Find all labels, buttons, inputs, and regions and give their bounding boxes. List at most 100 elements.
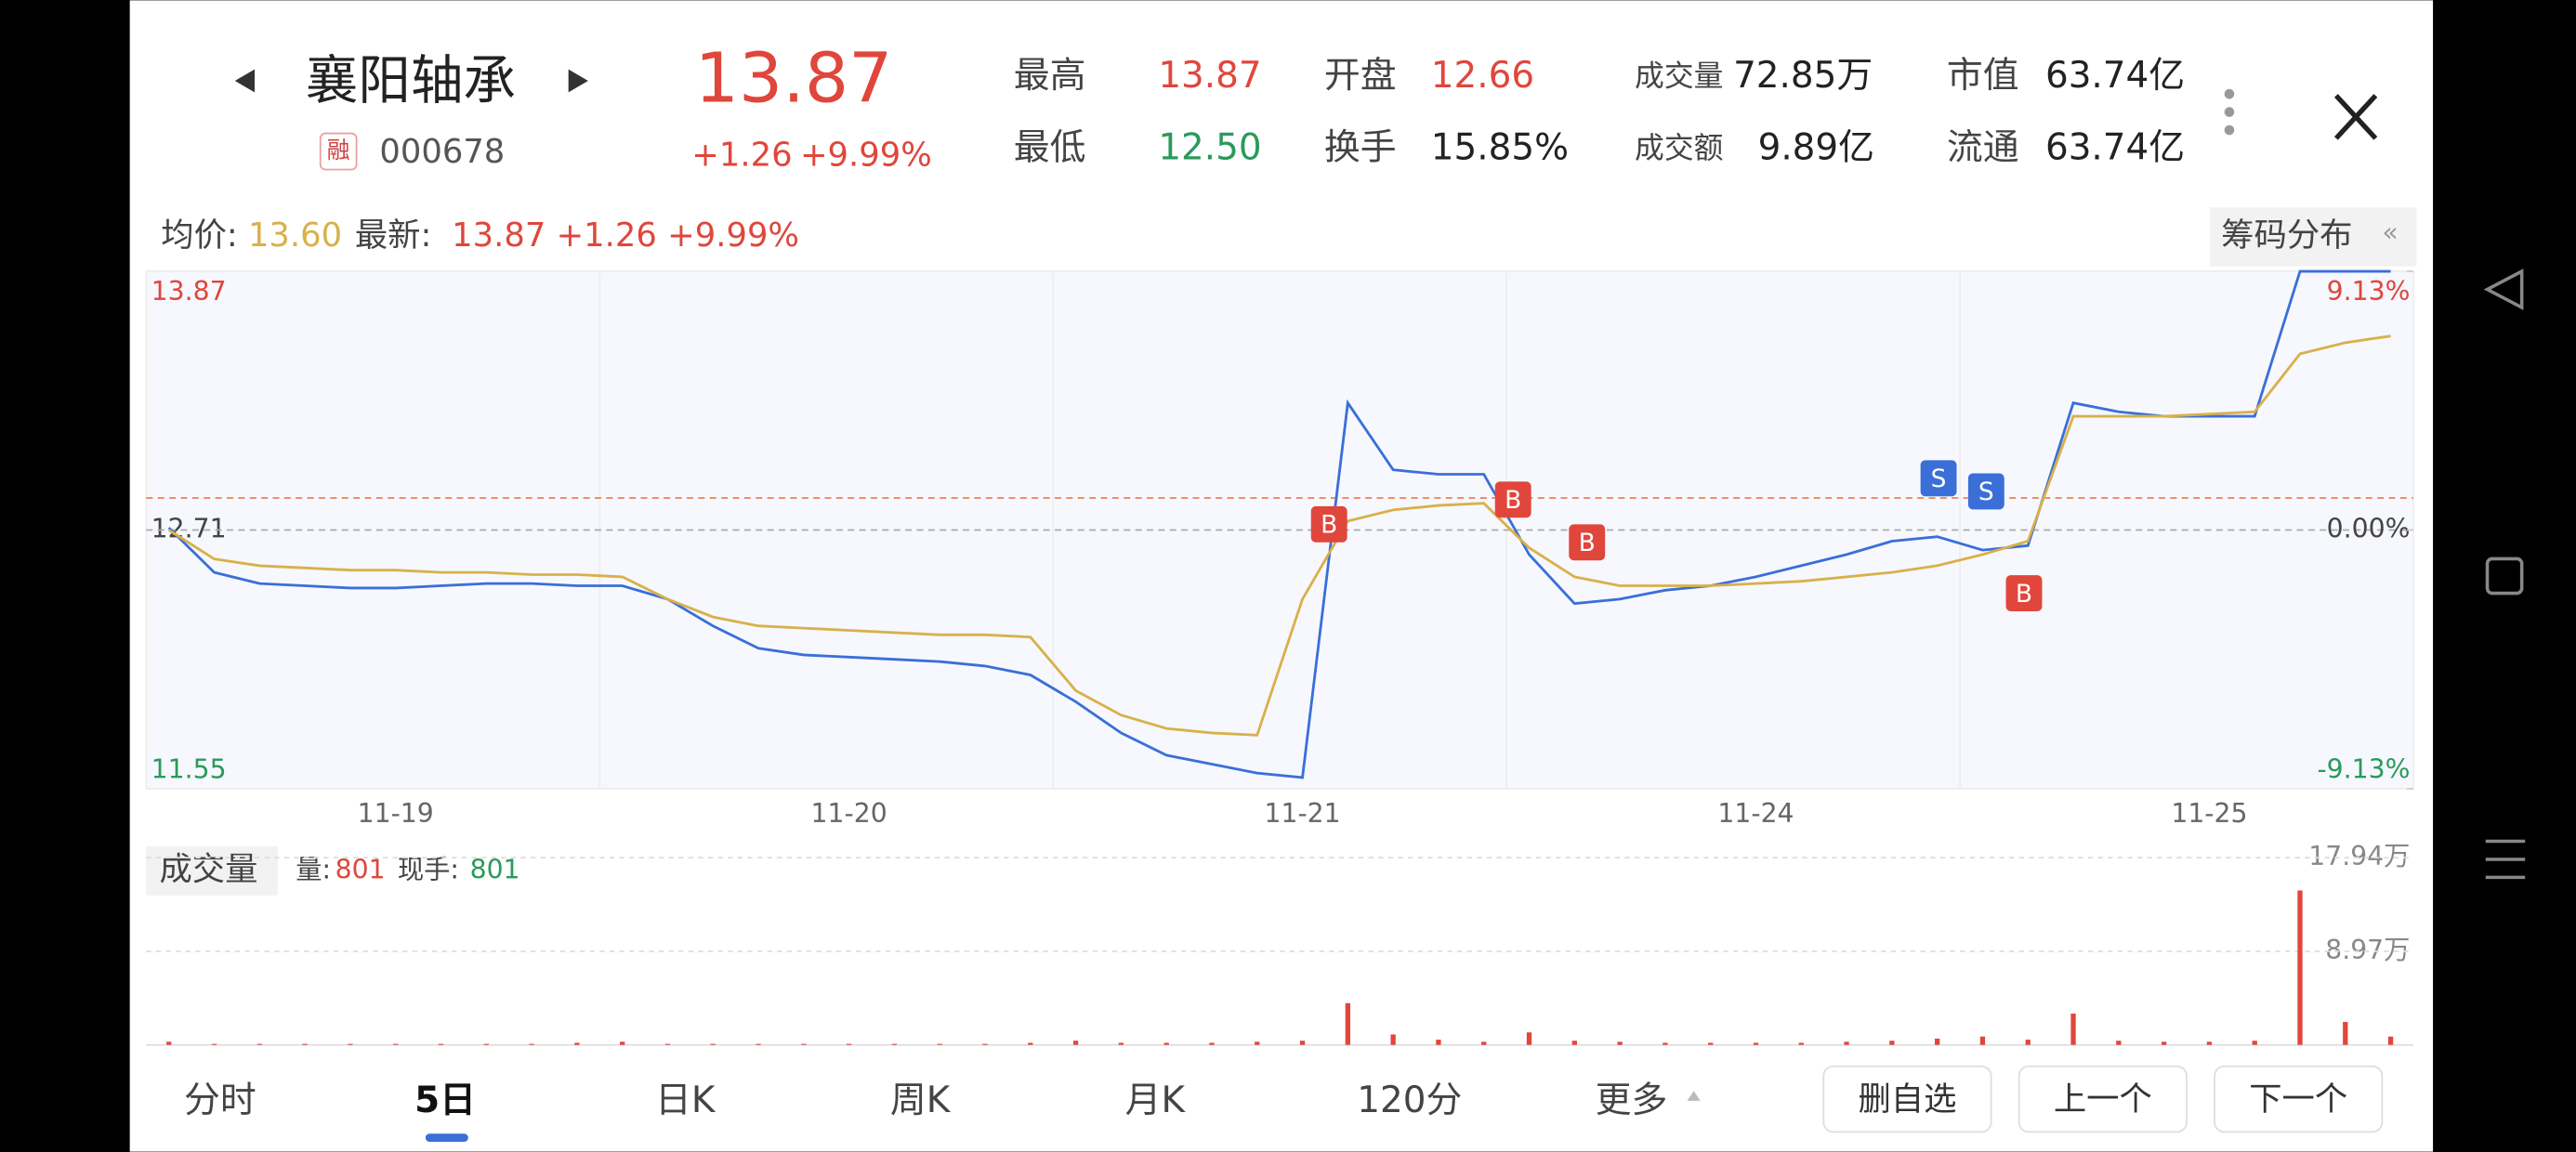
volume-title-bg — [146, 845, 278, 896]
action-button-bg[interactable] — [2017, 1065, 2188, 1133]
prev-stock-arrow[interactable] — [234, 69, 256, 93]
tab[interactable]: 5日 — [414, 1080, 476, 1121]
hand-label: 现手: — [398, 854, 459, 884]
next-stock-arrow[interactable] — [568, 69, 588, 93]
stat-label: 成交量 — [1635, 58, 1723, 93]
volume-bar — [891, 1043, 898, 1045]
x-tick-label: 11-25 — [2171, 798, 2247, 829]
volume-tick-label: 8.97万 — [2325, 935, 2410, 965]
volume-bar — [1798, 1042, 1804, 1045]
tab[interactable]: 月K — [1125, 1080, 1187, 1121]
volume-bar — [1072, 1041, 1079, 1045]
action-button-bg[interactable] — [1822, 1065, 1992, 1133]
avg-price: 13.60 — [248, 216, 342, 255]
volume-bar — [1163, 1042, 1169, 1045]
action-button[interactable]: 上一个 — [2054, 1080, 2152, 1119]
trade-marker-bg — [1569, 524, 1606, 561]
stat-value: 12.50 — [1158, 127, 1261, 169]
volume-bar — [2116, 1041, 2122, 1045]
volume-bar — [2070, 1014, 2076, 1045]
x-tick-label: 11-20 — [811, 798, 887, 829]
tab-indicator — [425, 1133, 468, 1143]
trade-marker-bg — [2005, 575, 2043, 612]
volume-bar — [1481, 1041, 1487, 1045]
volume-tick-label: 17.94万 — [2308, 841, 2410, 871]
trade-marker: B — [1579, 529, 1596, 557]
margin-tag: 融 — [327, 137, 350, 164]
volume-bar — [756, 1043, 761, 1045]
system-nav-bar — [2433, 0, 2576, 1152]
price-line — [167, 334, 2391, 737]
volume-title: 成交量 — [159, 850, 257, 888]
more-caret — [1687, 1091, 1701, 1101]
trade-marker-bg — [1920, 460, 1957, 497]
stock-name: 襄阳轴承 — [306, 50, 516, 111]
close-button[interactable] — [2333, 94, 2378, 140]
tab[interactable]: 分时 — [184, 1080, 256, 1121]
stat-value: 12.66 — [1431, 55, 1534, 97]
stat-value: 63.74亿 — [2045, 55, 2185, 97]
trade-marker: B — [2016, 580, 2032, 609]
stat-label: 流通 — [1947, 127, 2019, 169]
volume-bar — [1255, 1041, 1260, 1045]
action-button[interactable]: 下一个 — [2249, 1080, 2347, 1119]
volume-bar — [2025, 1040, 2031, 1045]
y2-tick-label: 0.00% — [2327, 514, 2411, 544]
trade-marker: B — [1505, 486, 1521, 515]
more-menu[interactable] — [2224, 88, 2235, 136]
trade-marker-bg — [1310, 505, 1347, 543]
volume-bar — [302, 1043, 308, 1045]
volume-bar — [1345, 1002, 1351, 1045]
volume-bar — [348, 1043, 353, 1045]
volume-bar — [1526, 1032, 1532, 1045]
volume-bar — [2343, 1022, 2348, 1045]
trade-marker: B — [1321, 511, 1337, 540]
volume-label: 量: — [296, 854, 331, 884]
volume-bar — [2161, 1041, 2167, 1045]
stat-label: 市值 — [1947, 55, 2019, 97]
volume-bar — [1889, 1041, 1895, 1045]
chip-button[interactable]: 筹码分布 — [2221, 216, 2352, 255]
stat-label: 成交额 — [1635, 130, 1723, 165]
volume-bar — [1571, 1041, 1577, 1045]
stat-value: 13.87 — [1158, 55, 1261, 97]
tag-box — [319, 132, 358, 171]
tab[interactable]: 周K — [890, 1080, 952, 1121]
action-button[interactable]: 删自选 — [1858, 1080, 1956, 1119]
volume-bar — [710, 1043, 716, 1045]
volume-bar — [1299, 1041, 1306, 1045]
price-change-pct: +9.99% — [800, 136, 932, 174]
x-tick-label: 11-24 — [1717, 798, 1794, 829]
volume-bar — [1028, 1042, 1033, 1045]
volume-bar — [801, 1043, 807, 1045]
nav-back[interactable] — [2483, 268, 2524, 310]
volume-bar — [1753, 1042, 1759, 1045]
stat-label: 最低 — [1014, 127, 1086, 169]
volume-bar — [438, 1043, 444, 1045]
volume-bar — [2297, 890, 2303, 1045]
volume-bar — [166, 1041, 172, 1045]
avg-label: 均价: — [161, 216, 238, 255]
chip-button-bg[interactable] — [2209, 207, 2417, 267]
tab[interactable]: 120分 — [1357, 1080, 1462, 1121]
y-tick-label: 12.71 — [151, 514, 227, 544]
volume-bar — [1708, 1042, 1714, 1045]
action-button-bg[interactable] — [2214, 1065, 2384, 1133]
trade-marker: S — [1931, 465, 1947, 493]
y2-tick-label: -9.13% — [2317, 753, 2410, 784]
trade-marker: S — [1978, 478, 1994, 506]
volume-bar — [483, 1043, 489, 1045]
stat-label: 换手 — [1324, 127, 1397, 169]
tab[interactable]: 更多 — [1596, 1080, 1668, 1121]
stat-value: 72.85万 — [1733, 55, 1873, 97]
volume-bar — [1118, 1042, 1124, 1045]
nav-home[interactable] — [2485, 556, 2524, 596]
volume-bar — [1935, 1038, 1940, 1045]
volume-bar — [529, 1043, 534, 1045]
y2-tick-label: 9.13% — [2327, 276, 2411, 307]
tab[interactable]: 日K — [655, 1080, 716, 1121]
stat-value: 15.85% — [1431, 127, 1569, 169]
nav-menu[interactable] — [2485, 839, 2526, 880]
volume-bar — [664, 1043, 671, 1045]
